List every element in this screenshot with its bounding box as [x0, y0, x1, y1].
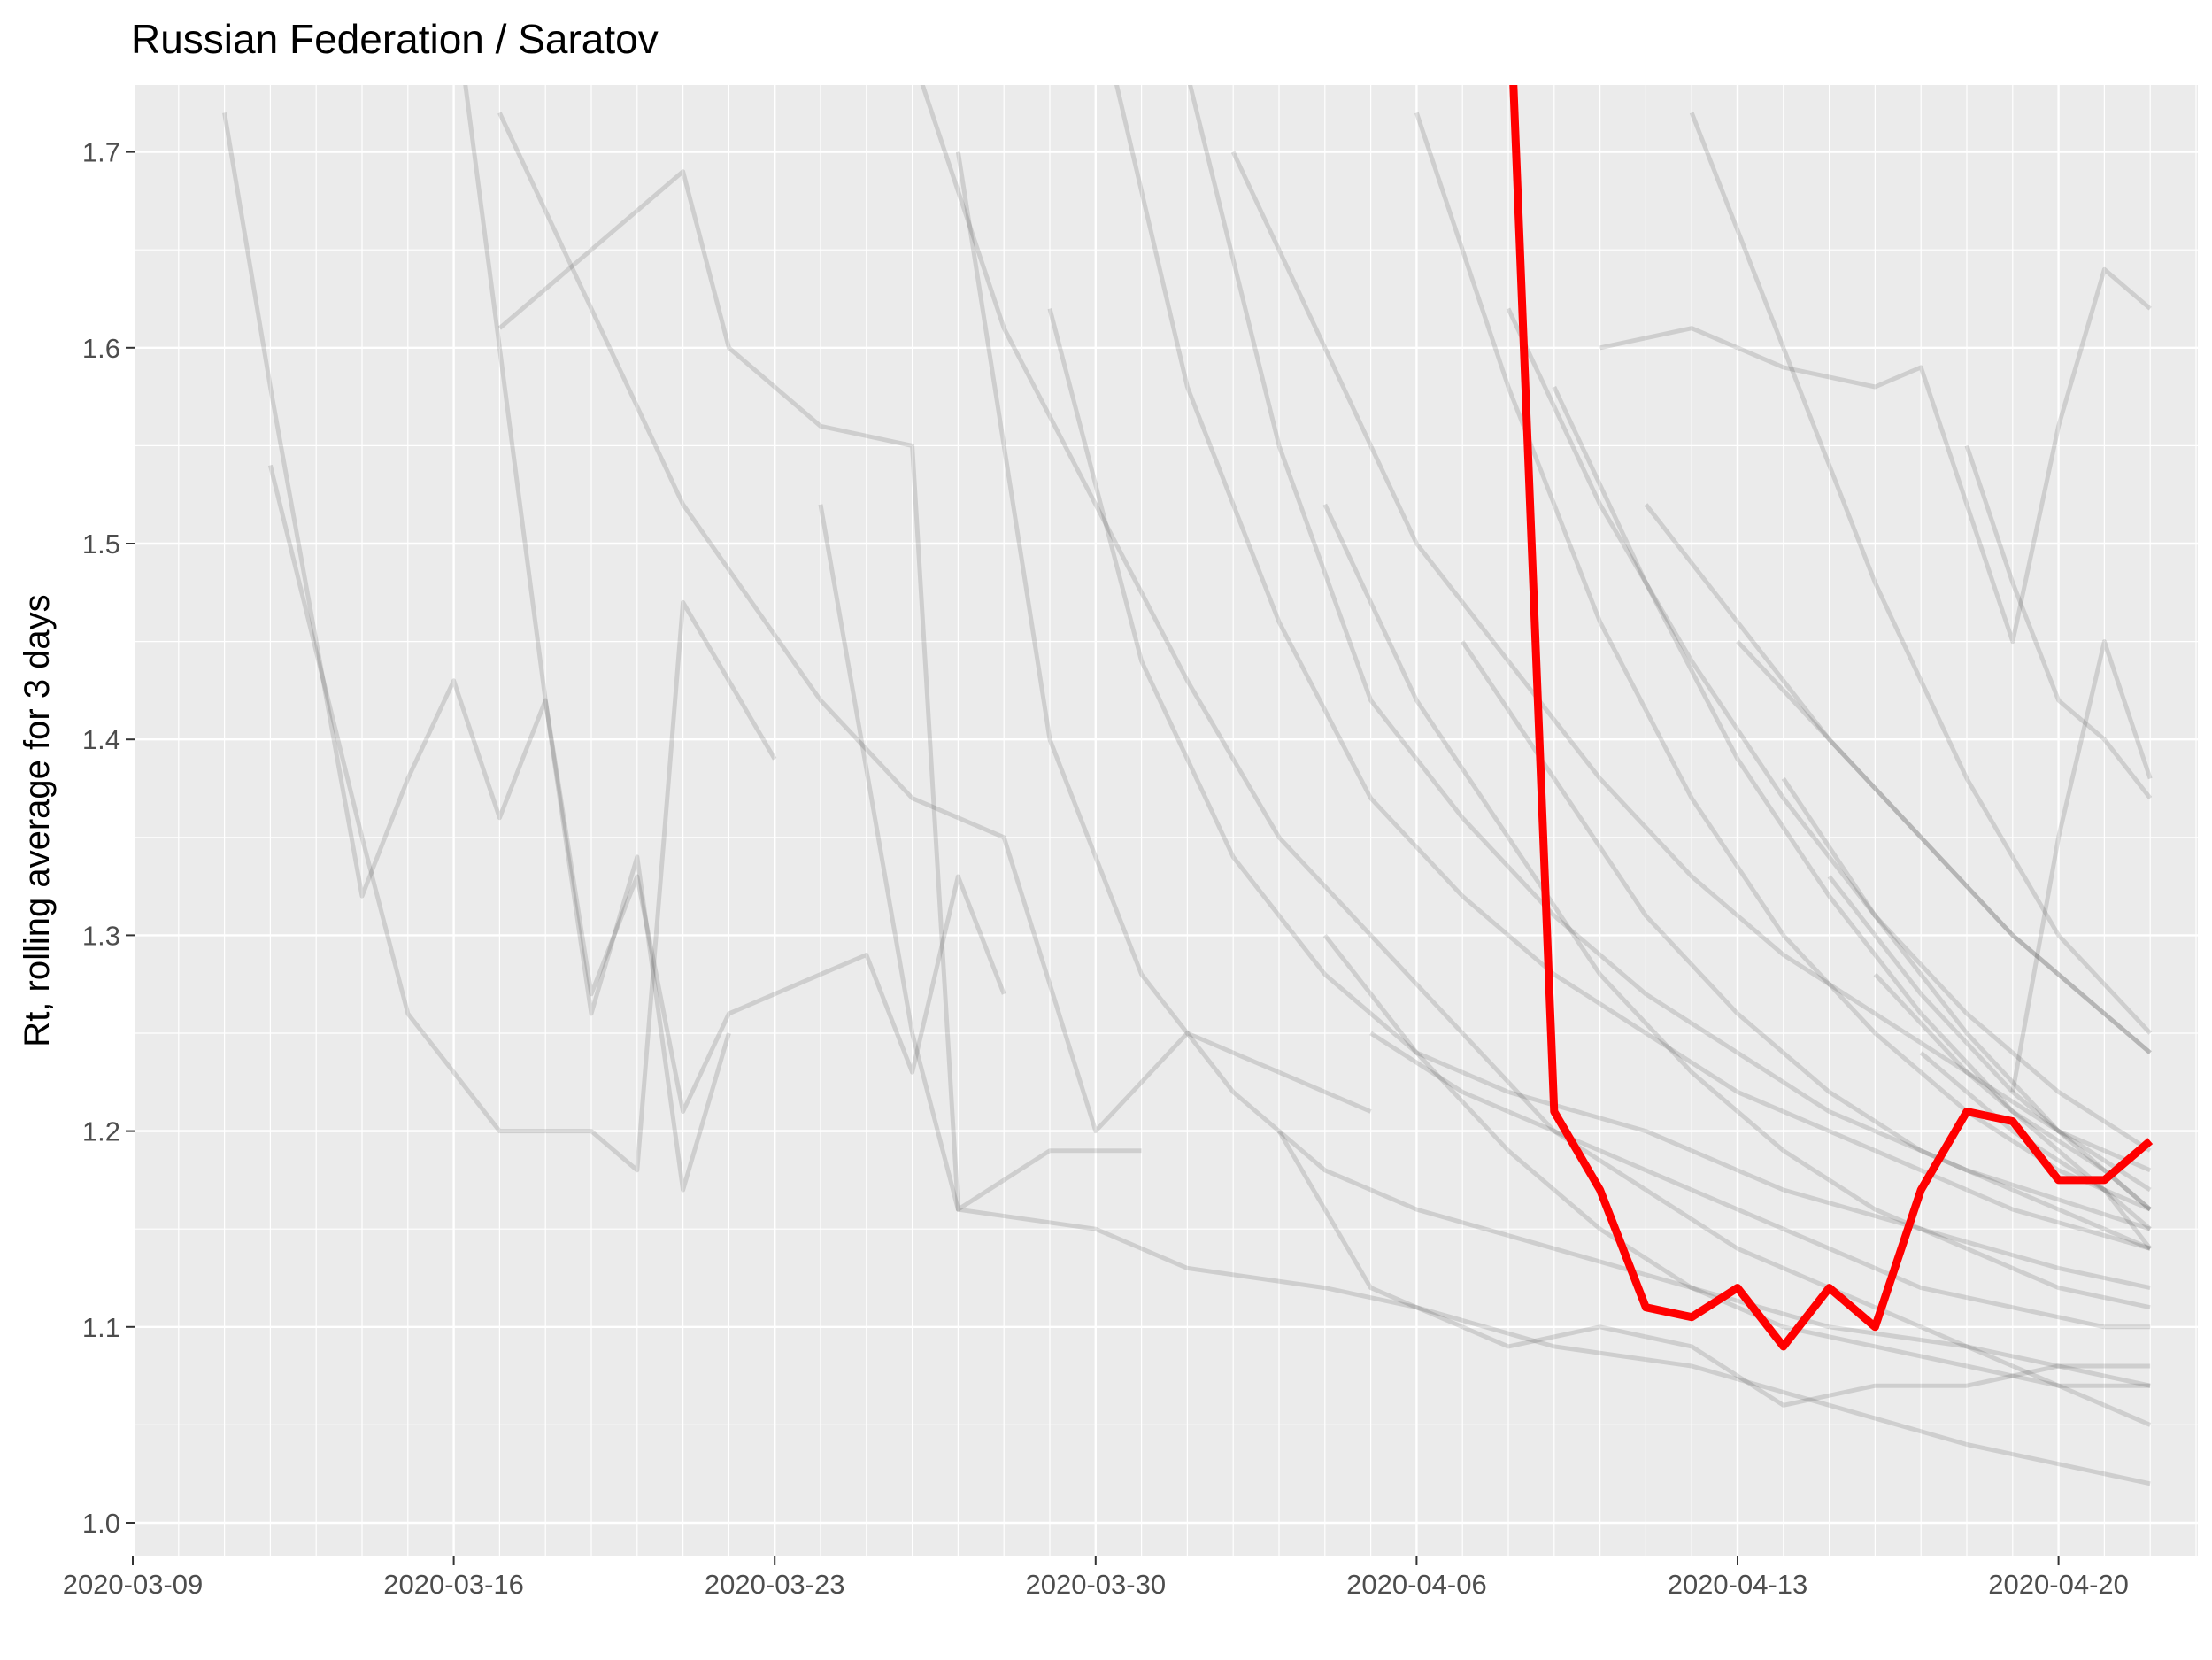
- x-tick-label: 2020-03-09: [63, 1569, 204, 1600]
- background-series-line: [1114, 85, 2151, 1251]
- background-series-line: [1599, 266, 2152, 645]
- background-series-line: [1781, 777, 2152, 1193]
- background-series-line: [497, 112, 1372, 1134]
- background-series-line: [1188, 85, 2151, 1231]
- y-tick-label: 1.7: [82, 137, 120, 168]
- background-series-line: [1414, 112, 2152, 1212]
- minor-gridlines: [135, 85, 2198, 1556]
- background-series-line: [463, 85, 1006, 1114]
- highlight-series-line: [1509, 85, 2154, 1351]
- y-tick-label: 1.4: [82, 724, 120, 755]
- background-series-line: [1919, 1051, 2153, 1250]
- background-series-line: [1873, 972, 2152, 1231]
- x-tick-label: 2020-04-06: [1346, 1569, 1487, 1600]
- background-series-line: [920, 85, 2152, 1427]
- background-series-line: [1230, 151, 2152, 1173]
- y-tick-label: 1.2: [82, 1116, 120, 1147]
- background-series-line: [1689, 112, 2153, 1035]
- major-gridlines: [131, 85, 2198, 1556]
- background-series-line: [267, 464, 777, 1173]
- highlight-series-group: [1509, 85, 2154, 1351]
- background-series-line: [1552, 385, 2152, 1211]
- background-series-line: [1276, 1130, 2151, 1408]
- background-series-line: [1322, 503, 2151, 1310]
- y-tick-label: 1.0: [82, 1508, 120, 1539]
- background-series-line: [1047, 307, 2151, 1291]
- chart-title: Russian Federation / Saratov: [131, 16, 659, 62]
- x-axis: 2020-03-09 2020-03-16 2020-03-23 2020-03-30…: [63, 1556, 2129, 1600]
- background-series-line: [1964, 444, 2153, 800]
- background-series-line: [1506, 307, 2152, 1153]
- background-series-line: [1736, 639, 2152, 1055]
- background-series-line: [955, 151, 2151, 1388]
- y-tick-label: 1.6: [82, 333, 120, 364]
- background-series-line: [222, 112, 731, 1193]
- y-tick-label: 1.3: [82, 920, 120, 951]
- y-axis: 1.0 1.1 1.2 1.3 1.4 1.5 1.6 1.7: [82, 137, 135, 1539]
- background-series-line: [818, 504, 2151, 1486]
- x-tick-label: 2020-04-13: [1668, 1569, 1808, 1600]
- y-tick-label: 1.5: [82, 529, 120, 560]
- background-series-line: [497, 169, 1142, 1212]
- background-series-line: [1369, 1031, 2151, 1330]
- x-tick-label: 2020-03-16: [383, 1569, 524, 1600]
- background-series-line: [1644, 503, 2152, 1055]
- background-series-group: [222, 85, 2153, 1486]
- background-series-line: [1322, 933, 2151, 1388]
- x-tick-label: 2020-03-23: [705, 1569, 845, 1600]
- background-series-line: [2010, 639, 2153, 1093]
- background-series-line: [1461, 640, 2152, 1251]
- x-tick-label: 2020-04-20: [1988, 1569, 2129, 1600]
- background-series-line: [1827, 875, 2152, 1211]
- x-tick-label: 2020-03-30: [1026, 1569, 1167, 1600]
- y-axis-label: Rt, rolling average for 3 days: [18, 594, 57, 1046]
- y-tick-label: 1.1: [82, 1312, 120, 1343]
